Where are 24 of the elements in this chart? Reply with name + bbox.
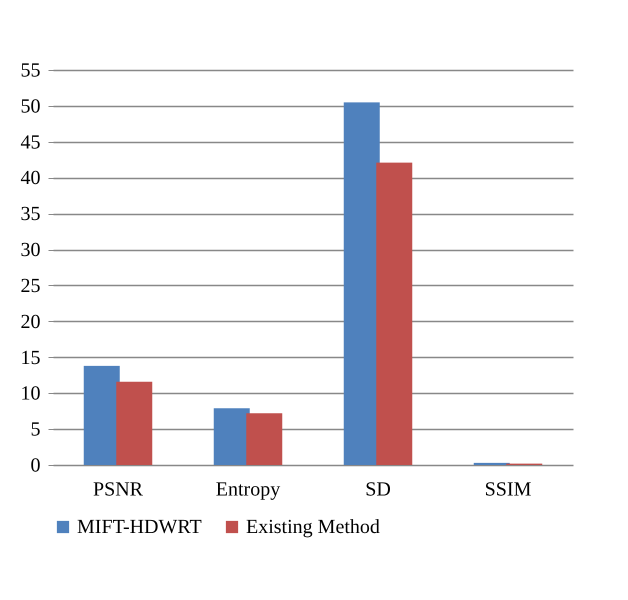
y-tick-label: 5: [30, 418, 40, 441]
bar: [116, 382, 152, 465]
y-tick-label: 30: [20, 239, 40, 262]
y-tick-label: 45: [20, 131, 40, 154]
y-tick-label: 0: [30, 454, 40, 476]
y-tick-label: 40: [20, 167, 40, 190]
y-tick-label: 20: [20, 310, 40, 333]
y-tick-label: 10: [20, 382, 40, 405]
bar: [246, 413, 282, 465]
bar: [376, 162, 412, 465]
y-tick-label: 15: [20, 346, 40, 369]
legend-label: Existing Method: [246, 516, 380, 538]
legend-label: MIFT-HDWRT: [77, 516, 202, 538]
x-tick-label: SSIM: [484, 478, 532, 500]
y-tick-label: 35: [20, 203, 40, 226]
bar: [344, 102, 380, 465]
y-tick-label: 55: [20, 60, 40, 82]
y-tick-label: 25: [20, 274, 40, 297]
x-tick-label: Entropy: [216, 478, 280, 500]
y-tick-label: 50: [20, 95, 40, 118]
bar: [214, 408, 250, 465]
x-tick-label: PSNR: [92, 478, 144, 500]
bar: [84, 366, 120, 465]
x-tick-label: SD: [365, 478, 391, 500]
